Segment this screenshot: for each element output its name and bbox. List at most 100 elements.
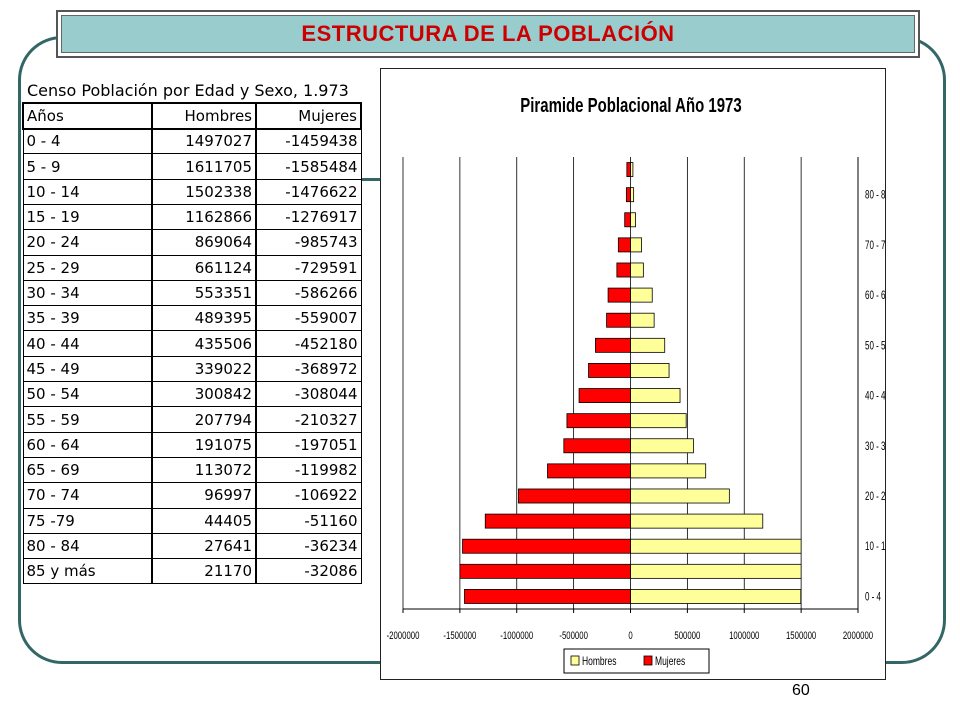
cell-men: 489395 xyxy=(151,305,257,332)
cell-women: -368972 xyxy=(255,355,362,383)
table-row: 35 - 39 489395 -559007 xyxy=(22,305,362,332)
cell-men: 113072 xyxy=(151,456,257,484)
cell-women: -308044 xyxy=(255,381,362,408)
x-tick-label: 0 xyxy=(628,630,632,643)
bar-hombres-5 xyxy=(630,463,707,479)
y-tick-label: 50 - 54 xyxy=(865,340,885,353)
cell-age-group: 25 - 29 xyxy=(22,254,153,281)
chart-title: Piramide Poblacional Año 1973 xyxy=(520,94,741,117)
cell-women: -1476622 xyxy=(255,178,362,205)
y-tick-label: 30 - 34 xyxy=(865,440,885,453)
cell-age-group: 20 - 24 xyxy=(22,229,153,256)
table-caption: Censo Población por Edad y Sexo, 1.973 xyxy=(27,80,349,100)
table-header-row: Años Hombres Mujeres xyxy=(22,102,362,130)
cell-age-group: 30 - 34 xyxy=(22,279,153,307)
bar-mujeres-14 xyxy=(617,237,631,253)
y-tick-label: 80 - 84 xyxy=(865,189,885,202)
cell-women: -32086 xyxy=(255,558,362,585)
cell-men: 207794 xyxy=(151,406,257,433)
cell-age-group: 70 - 74 xyxy=(22,482,153,509)
table-row: 30 - 34 553351 -586266 xyxy=(22,279,362,307)
cell-age-group: 35 - 39 xyxy=(22,305,153,332)
census-table: Censo Población por Edad y Sexo, 1.973 A… xyxy=(22,78,362,585)
bar-mujeres-3 xyxy=(484,513,631,529)
table-row: 50 - 54 300842 -308044 xyxy=(22,381,362,408)
bar-hombres-4 xyxy=(630,488,730,504)
cell-age-group: 85 y más xyxy=(22,558,153,585)
column-header-women: Mujeres xyxy=(255,102,362,130)
legend-swatch-hombres xyxy=(570,655,580,666)
table-row: 60 - 64 191075 -197051 xyxy=(22,431,362,458)
cell-women: -106922 xyxy=(255,482,362,509)
x-tick-label: -500000 xyxy=(559,630,588,643)
bar-mujeres-10 xyxy=(595,337,631,353)
table-row: 5 - 9 1611705 -1585484 xyxy=(22,153,362,180)
y-tick-label: 60 - 64 xyxy=(865,290,885,303)
table-row: 25 - 29 661124 -729591 xyxy=(22,254,362,281)
cell-age-group: 55 - 59 xyxy=(22,406,153,433)
cell-women: -452180 xyxy=(255,330,362,357)
bar-mujeres-12 xyxy=(607,287,631,303)
bar-hombres-16 xyxy=(630,187,635,203)
bar-hombres-10 xyxy=(630,337,666,353)
table-row: 85 y más 21170 -32086 xyxy=(22,558,362,585)
cell-age-group: 50 - 54 xyxy=(22,381,153,408)
cell-men: 553351 xyxy=(151,279,257,307)
bar-hombres-6 xyxy=(630,438,694,454)
bar-hombres-1 xyxy=(630,563,802,579)
cell-women: -36234 xyxy=(255,532,362,560)
x-tick-label: 2000000 xyxy=(843,630,873,643)
cell-men: 869064 xyxy=(151,229,257,256)
bar-mujeres-2 xyxy=(462,538,631,554)
pyramid-svg: Piramide Poblacional Año 1973 -2000000 -1… xyxy=(387,94,885,674)
bar-hombres-15 xyxy=(630,212,636,228)
cell-men: 1611705 xyxy=(151,153,257,180)
legend-label-mujeres: Mujeres xyxy=(655,656,685,669)
cell-age-group: 65 - 69 xyxy=(22,456,153,484)
table-row: 10 - 14 1502338 -1476622 xyxy=(22,178,362,205)
legend-label-hombres: Hombres xyxy=(582,656,616,669)
table-row: 15 - 19 1162866 -1276917 xyxy=(22,203,362,231)
bar-mujeres-1 xyxy=(459,563,631,579)
cell-age-group: 0 - 4 xyxy=(22,128,153,155)
cell-men: 1502338 xyxy=(151,178,257,205)
table-row: 65 - 69 113072 -119982 xyxy=(22,456,362,484)
page-title: ESTRUCTURA DE LA POBLACIÓN xyxy=(301,21,675,46)
bar-mujeres-11 xyxy=(606,312,631,328)
cell-women: -51160 xyxy=(255,507,362,534)
bar-hombres-3 xyxy=(630,513,764,529)
bar-mujeres-7 xyxy=(566,413,631,429)
cell-age-group: 75 -79 xyxy=(22,507,153,534)
bar-hombres-9 xyxy=(630,363,670,378)
bar-mujeres-0 xyxy=(464,589,631,604)
cell-women: -210327 xyxy=(255,406,362,433)
column-header-men: Hombres xyxy=(151,102,257,130)
bar-hombres-13 xyxy=(630,262,644,278)
x-tick-label: 500000 xyxy=(674,630,700,643)
table-row: 55 - 59 207794 -210327 xyxy=(22,406,362,433)
y-tick-label: 0 - 4 xyxy=(865,591,881,604)
bar-mujeres-15 xyxy=(624,212,631,228)
cell-men: 1162866 xyxy=(151,203,257,231)
table-row: 0 - 4 1497027 -1459438 xyxy=(22,128,362,155)
cell-women: -729591 xyxy=(255,254,362,281)
page-number: 60 xyxy=(792,682,810,699)
cell-men: 191075 xyxy=(151,431,257,458)
cell-women: -197051 xyxy=(255,431,362,458)
x-tick-label: -1500000 xyxy=(443,630,476,643)
y-tick-label: 70 - 74 xyxy=(865,239,885,252)
cell-women: -559007 xyxy=(255,305,362,332)
cell-men: 339022 xyxy=(151,355,257,383)
y-tick-label: 10 - 14 xyxy=(865,541,885,554)
bar-mujeres-8 xyxy=(578,388,631,403)
cell-women: -119982 xyxy=(255,456,362,484)
table-row: 80 - 84 27641 -36234 xyxy=(22,532,362,560)
cell-men: 44405 xyxy=(151,507,257,534)
table-row: 75 -79 44405 -51160 xyxy=(22,507,362,534)
bar-mujeres-9 xyxy=(588,363,631,378)
table-caption-row: Censo Población por Edad y Sexo, 1.973 xyxy=(23,78,361,103)
cell-age-group: 10 - 14 xyxy=(22,178,153,205)
title-banner: ESTRUCTURA DE LA POBLACIÓN xyxy=(56,10,920,58)
cell-men: 300842 xyxy=(151,381,257,408)
bar-hombres-11 xyxy=(630,312,655,328)
